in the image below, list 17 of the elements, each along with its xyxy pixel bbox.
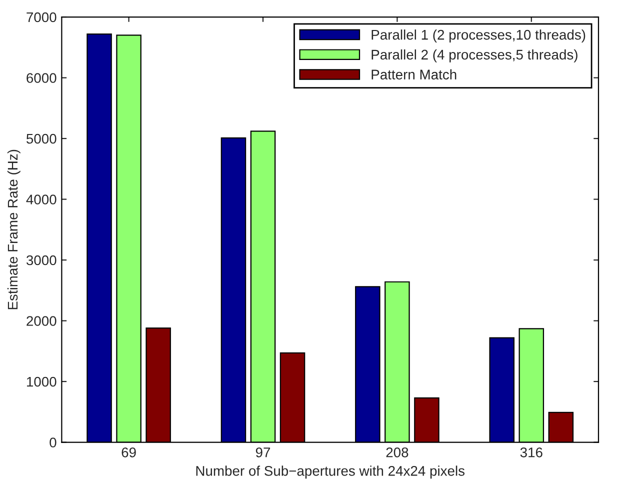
y-tick-label: 2000: [26, 316, 56, 326]
y-tick-label: 6000: [26, 73, 56, 83]
y-axis-title: Estimate Frame Rate (Hz): [7, 150, 20, 310]
y-tick-label: 0: [50, 438, 56, 448]
x-tick-label: 97: [256, 447, 270, 458]
y-tick-label: 3000: [26, 255, 56, 266]
y-tick-label: 5000: [26, 134, 56, 144]
legend-label: Pattern Match: [372, 69, 456, 80]
y-tick-label: 1000: [27, 376, 56, 387]
legend-label: Parallel 2 (4 processes,5 threads): [372, 49, 578, 62]
x-tick-label: 69: [122, 447, 136, 458]
x-tick-label: 316: [520, 447, 542, 458]
legend-label: Parallel 1 (2 processes,10 threads): [372, 30, 586, 42]
x-axis-title: Number of Sub−apertures with 24x24 pixels: [196, 466, 465, 479]
y-tick-label: 7000: [26, 12, 56, 22]
x-tick-label: 208: [386, 447, 408, 458]
y-tick-label: 4000: [26, 194, 56, 204]
